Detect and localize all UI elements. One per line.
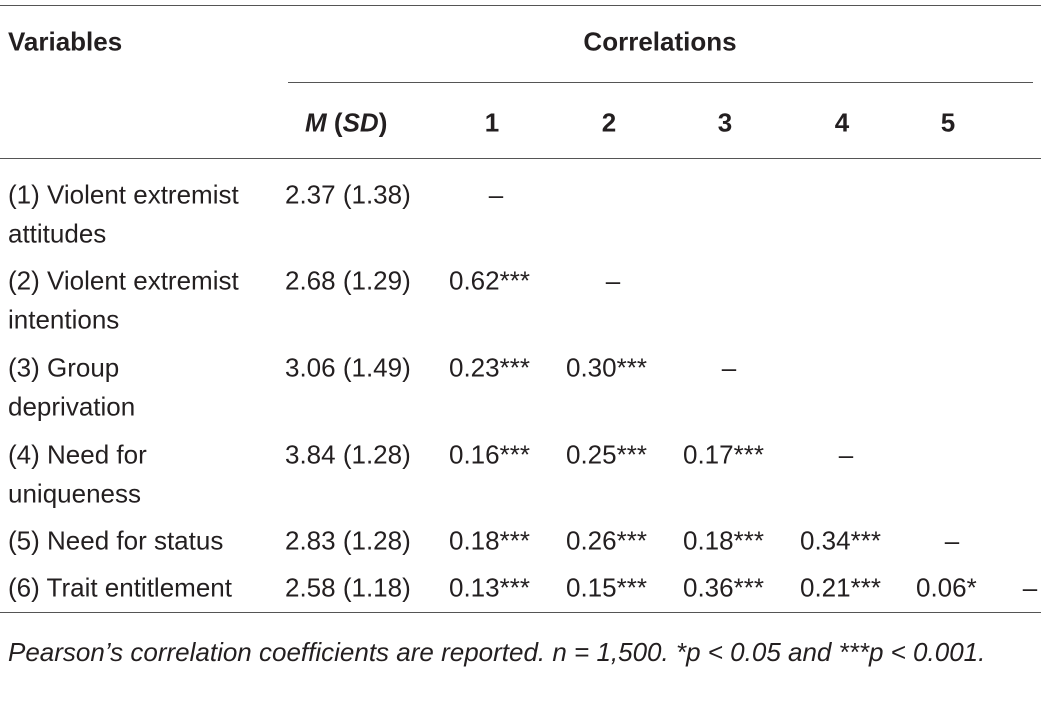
row-label: deprivation xyxy=(8,391,136,422)
row-label: (6) Trait entitlement xyxy=(8,572,232,603)
column-header: 5 xyxy=(940,107,956,138)
row-label: attitudes xyxy=(8,218,107,249)
row-mean: 2.83 (1.28) xyxy=(285,525,411,556)
rule xyxy=(0,5,1041,6)
header-variables: Variables xyxy=(8,26,123,57)
column-header: 3 xyxy=(717,107,733,138)
row-label: uniqueness xyxy=(8,478,141,509)
row-mean: 2.68 (1.29) xyxy=(285,265,411,296)
row-mean: 2.37 (1.38) xyxy=(285,179,411,210)
column-header: 4 xyxy=(834,107,850,138)
footnote: Pearson’s correlation coefficients are r… xyxy=(8,637,986,667)
header-correlations: Correlations xyxy=(583,26,737,57)
cell: 0.26*** xyxy=(566,525,647,556)
row-label: (1) Violent extremist xyxy=(8,179,239,210)
row-mean: 3.84 (1.28) xyxy=(285,439,411,470)
cell: 0.15*** xyxy=(566,572,647,603)
cell: 0.13*** xyxy=(449,572,530,603)
cell: 0.16*** xyxy=(449,439,530,470)
row-label: (3) Group xyxy=(8,352,120,383)
cell: – xyxy=(1022,572,1038,603)
cell: 0.34*** xyxy=(800,525,881,556)
cell: 0.18*** xyxy=(449,525,530,556)
cell: – xyxy=(488,179,504,210)
cell: 0.30*** xyxy=(566,352,647,383)
column-header: 2 xyxy=(601,107,617,138)
cell: – xyxy=(605,265,621,296)
paren: ( xyxy=(326,107,343,138)
paren: ) xyxy=(378,107,388,138)
row-label: intentions xyxy=(8,304,120,335)
cell: 0.62*** xyxy=(449,265,530,296)
row-label: (5) Need for status xyxy=(8,525,224,556)
column-header: 1 xyxy=(484,107,500,138)
row-mean: 2.58 (1.18) xyxy=(285,572,411,603)
cell: 0.17*** xyxy=(683,439,764,470)
cell: 0.25*** xyxy=(566,439,647,470)
header-mean: M (SD) xyxy=(305,104,387,143)
rule xyxy=(0,158,1041,159)
cell: – xyxy=(838,439,854,470)
cell: – xyxy=(721,352,737,383)
cell: – xyxy=(944,525,960,556)
rule xyxy=(288,82,1033,83)
cell: 0.06* xyxy=(916,572,977,603)
rule xyxy=(0,612,1041,613)
cell: 0.23*** xyxy=(449,352,530,383)
cell: 0.18*** xyxy=(683,525,764,556)
m: M xyxy=(305,107,327,138)
row-mean: 3.06 (1.49) xyxy=(285,352,411,383)
row-label: (4) Need for xyxy=(8,439,147,470)
cell: 0.36*** xyxy=(683,572,764,603)
cell: 0.21*** xyxy=(800,572,881,603)
row-label: (2) Violent extremist xyxy=(8,265,239,296)
sd: SD xyxy=(342,107,379,138)
